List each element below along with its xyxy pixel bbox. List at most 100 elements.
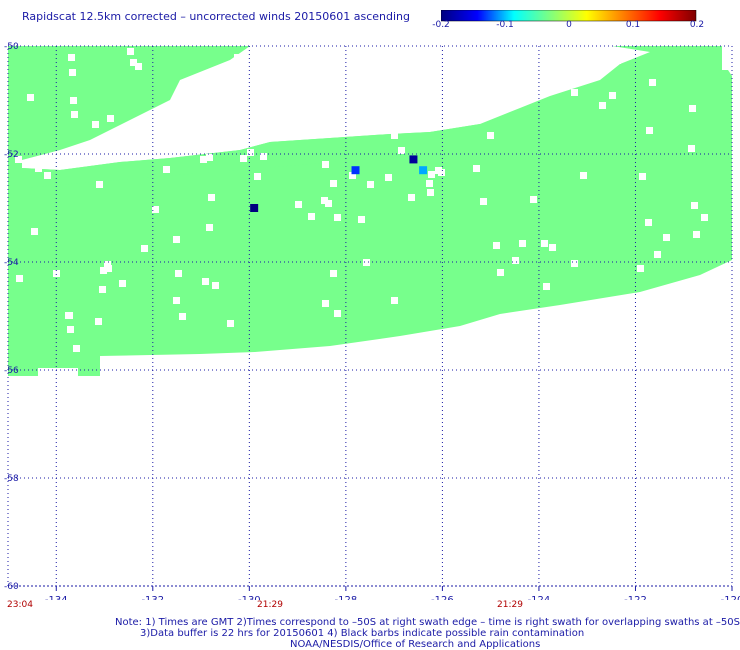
missing-cell <box>67 326 74 333</box>
missing-cell <box>334 214 341 221</box>
missing-cell <box>334 310 341 317</box>
time-label: 23:04 <box>7 600 33 610</box>
missing-cell <box>519 240 526 247</box>
missing-cell <box>614 57 621 64</box>
missing-cell <box>391 132 398 139</box>
missing-cell <box>53 270 60 277</box>
missing-cell <box>364 119 371 126</box>
missing-cell <box>95 318 102 325</box>
missing-cell <box>119 280 126 287</box>
lon-tick-label: -122 <box>624 595 647 600</box>
missing-cell <box>308 213 315 220</box>
missing-cell <box>295 201 302 208</box>
missing-cell <box>478 94 485 101</box>
missing-cell <box>297 115 304 122</box>
missing-cell <box>142 139 149 146</box>
lon-tick-label: -134 <box>45 595 68 600</box>
missing-cell <box>227 320 234 327</box>
missing-cell <box>637 265 644 272</box>
missing-cell <box>175 270 182 277</box>
wind-difference-map: -134 -132 -130 -128 -126 -124 -122 -120 -50 -52 -5… <box>4 42 740 600</box>
missing-cell <box>491 99 498 106</box>
missing-cell <box>701 214 708 221</box>
missing-cell <box>363 259 370 266</box>
lat-tick-label: -50 <box>4 42 19 52</box>
missing-cell <box>512 257 519 264</box>
missing-cell <box>15 156 22 163</box>
missing-cell <box>654 251 661 258</box>
missing-cell <box>571 260 578 267</box>
missing-cell <box>296 81 303 88</box>
missing-cell <box>174 137 181 144</box>
missing-cell <box>385 174 392 181</box>
anomaly-cell <box>419 166 428 175</box>
missing-cell <box>287 58 294 65</box>
plot-title: Rapidscat 12.5km corrected – uncorrected… <box>22 10 411 23</box>
lat-tick-label: -58 <box>4 474 19 484</box>
missing-cell <box>358 216 365 223</box>
missing-cell <box>398 147 405 154</box>
time-label: 21:29 <box>257 600 283 610</box>
missing-cell <box>330 180 337 187</box>
missing-cell <box>68 54 75 61</box>
missing-cell <box>260 153 267 160</box>
missing-cell <box>47 159 54 166</box>
lon-tick-label: -124 <box>528 595 551 600</box>
missing-cell <box>212 282 219 289</box>
missing-cell <box>240 155 247 162</box>
missing-cell <box>645 219 652 226</box>
missing-cell <box>477 71 484 78</box>
missing-cell <box>646 127 653 134</box>
missing-cell <box>65 312 72 319</box>
missing-cell <box>330 270 337 277</box>
lon-tick-label: -128 <box>335 595 358 600</box>
missing-cell <box>245 56 252 63</box>
missing-cell <box>487 95 494 102</box>
missing-cell <box>427 189 434 196</box>
colorbar <box>441 10 697 22</box>
missing-cell <box>493 242 500 249</box>
missing-cell <box>99 286 106 293</box>
anomaly-cell <box>409 155 418 164</box>
missing-cell <box>538 88 545 95</box>
missing-cell <box>70 97 77 104</box>
colorbar-tick: 0.2 <box>689 20 705 30</box>
missing-cell <box>691 202 698 209</box>
missing-cell <box>361 64 368 71</box>
missing-cell <box>107 115 114 122</box>
missing-cell <box>135 63 142 70</box>
missing-cell <box>322 300 329 307</box>
missing-cell <box>326 118 333 125</box>
missing-cell <box>639 173 646 180</box>
missing-cell <box>96 181 103 188</box>
missing-cell <box>56 155 63 162</box>
missing-cell <box>247 149 254 156</box>
lat-tick-label: -60 <box>4 582 19 592</box>
missing-cell <box>238 96 245 103</box>
missing-cell <box>344 119 351 126</box>
missing-cell <box>453 74 460 81</box>
anomaly-cell <box>351 166 360 175</box>
lat-tick-label: -56 <box>4 366 19 376</box>
lon-tick-label: -132 <box>141 595 164 600</box>
missing-cell <box>497 269 504 276</box>
missing-cell <box>104 261 111 268</box>
colorbar-tick: 0.1 <box>625 20 641 30</box>
anomaly-cell <box>250 204 259 212</box>
missing-cell <box>92 121 99 128</box>
missing-cell <box>130 59 137 66</box>
swath-layer <box>8 46 732 376</box>
missing-cell <box>428 171 435 178</box>
missing-cell <box>435 167 442 174</box>
missing-cell <box>543 283 550 290</box>
missing-cell <box>689 105 696 112</box>
missing-cell <box>206 224 213 231</box>
missing-cell <box>349 172 356 179</box>
missing-cell <box>234 54 241 61</box>
missing-cell <box>200 156 207 163</box>
missing-cell <box>330 75 337 82</box>
missing-cell <box>73 345 80 352</box>
colorbar-tick: -0.1 <box>496 20 514 30</box>
graticule: -134 -132 -130 -128 -126 -124 -122 -120 -50 -52 -5… <box>4 42 740 600</box>
missing-cell <box>599 102 606 109</box>
